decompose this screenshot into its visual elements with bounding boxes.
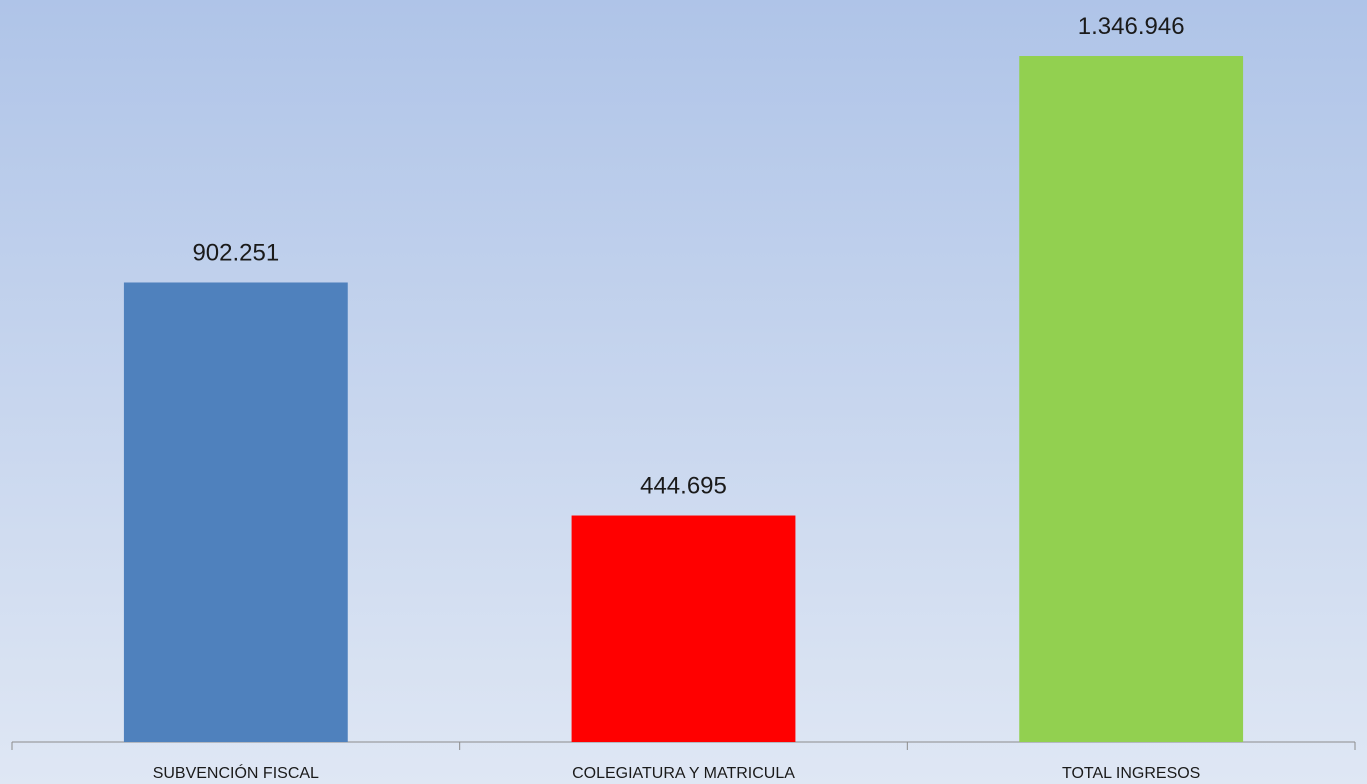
x-tick-label: SUBVENCIÓN FISCAL	[153, 763, 319, 782]
x-tick-label: TOTAL INGRESOS	[1062, 765, 1200, 782]
value-label: 444.695	[640, 473, 727, 500]
bar	[123, 282, 348, 742]
value-label: 902.251	[192, 239, 279, 266]
bar	[571, 515, 796, 742]
bar	[1019, 56, 1244, 742]
value-label: 1.346.946	[1078, 13, 1185, 40]
x-tick-label: COLEGIATURA Y MATRICULA	[572, 765, 795, 782]
